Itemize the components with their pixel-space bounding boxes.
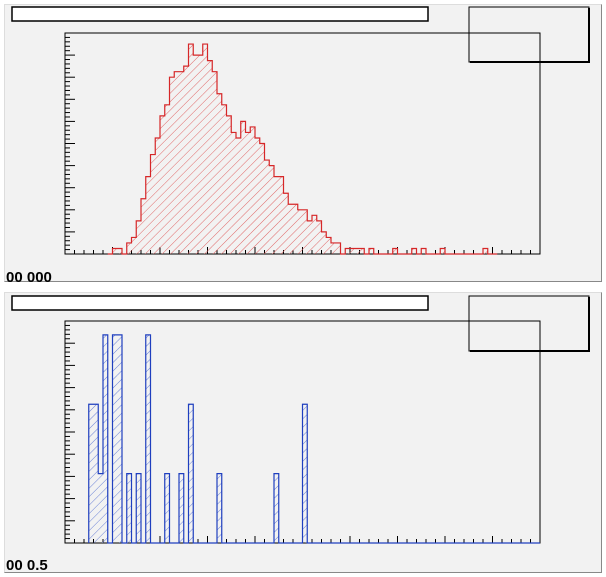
top-bar <box>411 248 417 254</box>
bottom-histogram <box>88 334 540 544</box>
top-bar <box>141 198 146 254</box>
top-bar <box>150 154 156 254</box>
top-bar <box>440 248 445 254</box>
top-bar <box>302 209 308 254</box>
bottom-bar <box>188 404 194 543</box>
top-title-box <box>11 6 429 22</box>
top-histogram <box>107 43 498 255</box>
bottom-bar <box>117 334 122 543</box>
top-bar <box>198 55 203 254</box>
top-bar <box>169 77 175 254</box>
top-axis-label: 00 000 <box>6 269 52 286</box>
top-bar <box>283 193 289 254</box>
top-bar <box>421 248 426 254</box>
top-bar <box>183 66 189 255</box>
top-bar <box>226 115 232 254</box>
top-bar <box>112 248 118 254</box>
top-bar <box>354 248 360 254</box>
top-bar <box>269 165 274 254</box>
bottom-outline <box>88 334 540 544</box>
top-bar <box>117 248 122 254</box>
top-bar <box>245 132 251 254</box>
bottom-axis-label: 00 0.5 <box>6 557 48 574</box>
top-bar <box>335 242 341 254</box>
top-bar <box>250 126 255 254</box>
top-bar <box>136 220 141 254</box>
bottom-bar <box>98 473 103 543</box>
top-bar <box>297 209 303 254</box>
bottom-bar <box>136 473 141 543</box>
top-bar <box>326 237 331 254</box>
top-bar <box>331 242 336 254</box>
top-bar <box>312 215 317 254</box>
top-bar <box>307 220 312 254</box>
bottom-title-box <box>11 295 429 311</box>
top-bar <box>160 115 165 254</box>
top-bar <box>359 248 365 254</box>
top-bar <box>274 176 279 254</box>
top-bar <box>207 60 213 254</box>
top-bar <box>350 248 355 254</box>
bottom-bar <box>164 473 170 543</box>
top-bar <box>321 231 327 254</box>
top-bar <box>236 137 241 254</box>
top-bar <box>145 176 151 254</box>
top-bar <box>345 248 350 254</box>
bottom-bar <box>179 473 184 543</box>
bottom-bar <box>88 404 94 543</box>
top-bar <box>288 204 293 254</box>
top-bar <box>126 242 132 254</box>
top-bar <box>202 44 208 254</box>
top-bar <box>174 71 179 254</box>
top-bar <box>483 248 488 254</box>
top-bar <box>369 248 374 254</box>
bottom-bar <box>103 334 108 543</box>
top-bar <box>193 55 198 254</box>
top-bar <box>164 104 170 254</box>
bottom-bar <box>302 404 308 543</box>
bottom-bar <box>145 334 151 543</box>
bottom-bar <box>112 334 118 543</box>
top-bar <box>231 132 236 254</box>
top-bar <box>316 220 322 254</box>
top-stats-box <box>468 6 590 63</box>
top-bar <box>259 143 265 254</box>
top-bar <box>179 71 184 254</box>
top-bar <box>392 248 398 254</box>
top-bar <box>264 160 270 254</box>
bottom-bar <box>93 404 99 543</box>
top-bar <box>155 137 160 254</box>
bottom-stats-box <box>468 295 590 352</box>
top-bar <box>131 237 137 254</box>
top-bar <box>293 204 298 254</box>
top-outline <box>107 43 498 255</box>
bottom-bar <box>217 473 222 543</box>
top-bar <box>255 137 260 254</box>
top-bar <box>240 121 246 255</box>
top-bar <box>217 93 222 255</box>
top-bar <box>188 44 194 254</box>
bottom-bar <box>274 473 279 543</box>
top-bar <box>212 71 217 254</box>
top-bar <box>221 104 227 254</box>
top-bar <box>278 176 284 254</box>
bottom-bar <box>126 473 132 543</box>
